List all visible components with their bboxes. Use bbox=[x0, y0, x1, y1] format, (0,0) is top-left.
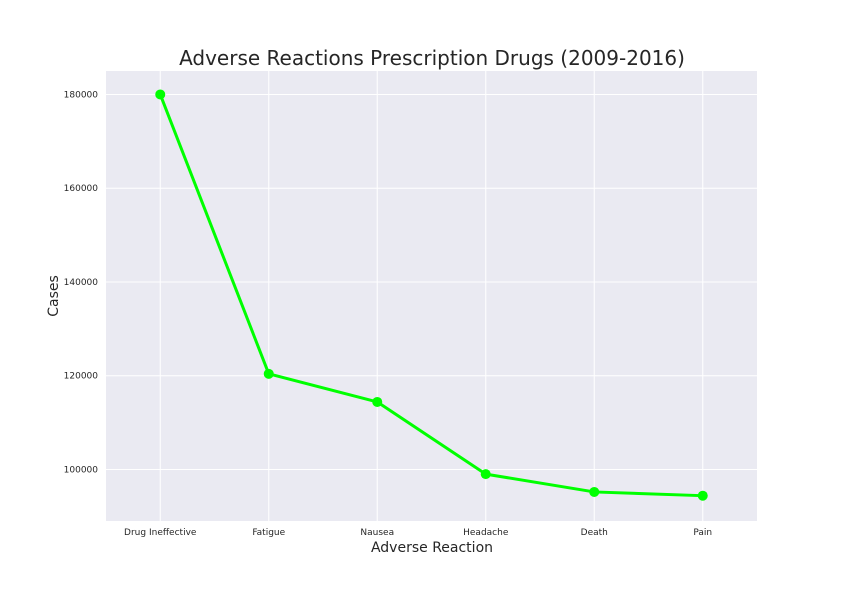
y-tick-labels: 100000 120000 140000 160000 180000 bbox=[64, 90, 99, 475]
data-point bbox=[589, 486, 600, 497]
data-point bbox=[697, 490, 708, 501]
y-tick-label: 180000 bbox=[64, 90, 99, 100]
x-tick-label: Pain bbox=[693, 528, 712, 538]
y-tick-label: 160000 bbox=[64, 184, 99, 194]
x-tick-label: Drug Ineffective bbox=[124, 528, 197, 538]
series-layer bbox=[155, 89, 708, 501]
x-tick-label: Headache bbox=[463, 528, 509, 538]
y-axis-label: Cases bbox=[46, 275, 62, 317]
data-point bbox=[155, 89, 166, 100]
plot-area bbox=[106, 71, 757, 521]
data-point bbox=[372, 396, 383, 407]
y-tick-label: 100000 bbox=[64, 465, 99, 475]
data-point bbox=[480, 469, 491, 480]
x-tick-label: Nausea bbox=[360, 528, 394, 538]
y-tick-label: 140000 bbox=[64, 278, 99, 288]
data-point bbox=[263, 368, 274, 379]
x-tick-labels: Drug Ineffective Fatigue Nausea Headache Dea… bbox=[124, 528, 712, 538]
grid-lines bbox=[106, 71, 757, 521]
x-tick-label: Death bbox=[581, 528, 608, 538]
x-axis-label: Adverse Reaction bbox=[371, 540, 493, 556]
x-tick-label: Fatigue bbox=[252, 528, 285, 538]
y-tick-label: 120000 bbox=[64, 372, 99, 382]
series-line bbox=[158, 93, 703, 498]
chart-title: Adverse Reactions Prescription Drugs (20… bbox=[179, 46, 685, 70]
